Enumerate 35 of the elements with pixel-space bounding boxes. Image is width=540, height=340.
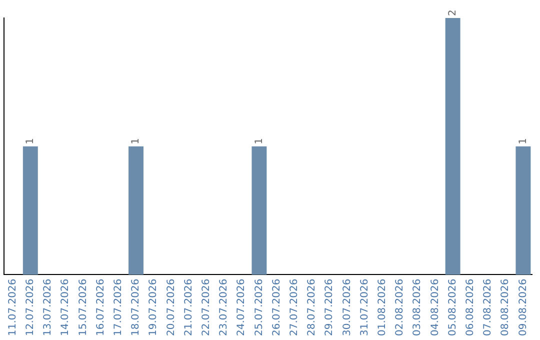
x-tick-label: 29.07.2026 — [324, 278, 336, 336]
data-label: 1 — [254, 138, 265, 144]
x-tick-label: 03.08.2026 — [412, 278, 424, 336]
x-tick-label: 02.08.2026 — [394, 278, 406, 336]
x-tick-label: 24.07.2026 — [236, 278, 248, 336]
x-tick-label: 14.07.2026 — [60, 278, 72, 336]
x-tick-label: 20.07.2026 — [166, 278, 177, 336]
data-label: 2 — [447, 10, 458, 16]
x-tick-label: 04.08.2026 — [430, 278, 441, 336]
x-tick-label: 23.07.2026 — [218, 278, 230, 336]
x-tick-label: 19.07.2026 — [148, 278, 160, 336]
data-label: 1 — [24, 138, 36, 144]
x-tick-label: 06.08.2026 — [464, 278, 476, 336]
x-tick-label: 31.07.2026 — [359, 278, 370, 336]
x-tick-label: 01.08.2026 — [376, 278, 388, 336]
x-tick-label: 09.08.2026 — [518, 278, 529, 336]
x-tick-label: 07.08.2026 — [482, 278, 494, 336]
x-tick-label: 30.07.2026 — [342, 278, 353, 336]
x-tick-label: 11.07.2026 — [7, 278, 18, 336]
x-tick-label: 18.07.2026 — [130, 278, 142, 336]
x-tick-label: 05.08.2026 — [447, 278, 458, 336]
x-tick-label: 26.07.2026 — [271, 278, 282, 336]
x-tick-label: 21.07.2026 — [183, 278, 194, 336]
x-tick-label: 15.07.2026 — [78, 278, 89, 336]
data-label: 1 — [130, 138, 142, 144]
x-tick-label: 13.07.2026 — [42, 278, 54, 336]
x-tick-label: 08.08.2026 — [500, 278, 512, 336]
x-tick-label: 27.07.2026 — [288, 278, 300, 336]
x-tick-label: 17.07.2026 — [112, 278, 124, 336]
x-tick-label: 12.07.2026 — [24, 278, 36, 336]
x-tick-label: 22.07.2026 — [200, 278, 212, 336]
x-tick-label: 25.07.2026 — [254, 278, 265, 336]
data-label: 1 — [518, 138, 529, 144]
x-tick-label: 28.07.2026 — [306, 278, 318, 336]
x-tick-label: 16.07.2026 — [95, 278, 106, 336]
